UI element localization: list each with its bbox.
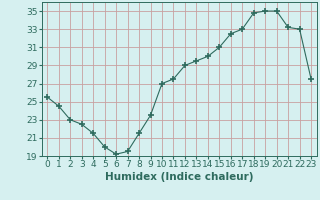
X-axis label: Humidex (Indice chaleur): Humidex (Indice chaleur): [105, 172, 253, 182]
